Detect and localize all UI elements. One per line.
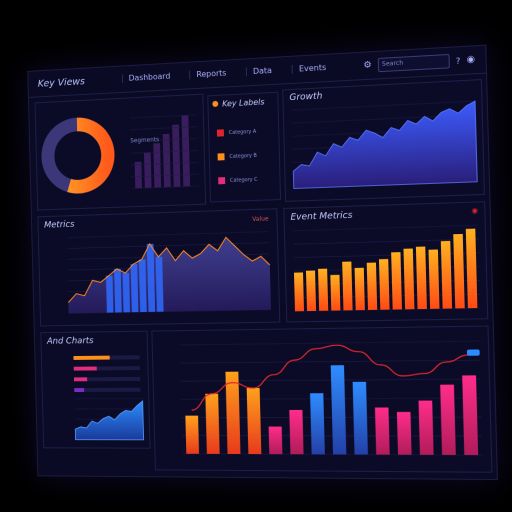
event-metrics-panel: Event Metrics ◉ xyxy=(283,201,488,322)
menu-item-dashboard[interactable]: Dashboard xyxy=(122,71,176,83)
combo-bar xyxy=(185,416,199,454)
top-right-tools: ⚙ Search ? ◉ xyxy=(363,52,475,73)
combo-bar-line-chart xyxy=(152,327,491,472)
legend-label-c: Category C xyxy=(230,176,258,183)
legend-panel: Key Labels Category A Category B Categor… xyxy=(207,92,281,203)
event-metrics-bar xyxy=(342,262,352,311)
metrics-legend-label: Value xyxy=(252,216,269,224)
legend-label-b: Category B xyxy=(229,152,257,159)
legend-label-a: Category A xyxy=(229,128,257,135)
app-title: Key Views xyxy=(38,76,85,89)
hbar xyxy=(74,377,87,381)
combo-gridline xyxy=(181,398,481,399)
menu-item-reports[interactable]: Reports xyxy=(189,68,232,79)
metrics-highlight-bar xyxy=(122,273,130,312)
event-metrics-bar xyxy=(403,249,414,310)
hbar xyxy=(73,356,109,360)
and-charts-graphics xyxy=(41,332,149,448)
donut-legend-label: Segments xyxy=(130,136,159,144)
legend-item-b: Category B xyxy=(218,152,257,161)
event-metrics-bar xyxy=(466,229,478,309)
metrics-gridline xyxy=(67,243,269,249)
metrics-highlight-bar xyxy=(155,257,163,312)
combo-bar xyxy=(205,394,219,454)
search-input[interactable]: Search xyxy=(378,54,450,72)
combo-bar xyxy=(440,385,456,455)
legend-swatch-b xyxy=(218,153,225,160)
event-metrics-gridline xyxy=(293,239,479,244)
event-metrics-bar xyxy=(428,249,439,308)
growth-panel: Growth xyxy=(282,79,485,202)
metrics-gridline xyxy=(67,232,269,238)
user-icon[interactable]: ◉ xyxy=(467,55,476,66)
combo-bar xyxy=(310,393,325,454)
event-metrics-bar xyxy=(294,272,304,311)
growth-gridline xyxy=(292,101,475,110)
event-metrics-bar xyxy=(306,271,316,312)
event-metrics-bar xyxy=(367,263,377,310)
menu-item-data[interactable]: Data xyxy=(246,66,278,77)
combo-chart-badge[interactable] xyxy=(467,349,480,355)
metrics-highlight-bar xyxy=(131,264,139,312)
event-metrics-bar xyxy=(416,247,427,310)
combo-gridline xyxy=(180,341,480,345)
event-metrics-menu-icon[interactable]: ◉ xyxy=(471,207,478,215)
event-metrics-bar xyxy=(441,241,452,309)
legend-item-c: Category C xyxy=(218,176,257,184)
combo-bar xyxy=(331,365,347,454)
event-metrics-bar xyxy=(391,252,402,309)
combo-bar xyxy=(247,388,262,454)
metrics-highlight-bar xyxy=(106,276,114,313)
combo-bar xyxy=(375,407,390,454)
growth-title: Growth xyxy=(289,91,322,103)
growth-area xyxy=(292,101,477,188)
metrics-title: Metrics xyxy=(44,220,75,231)
small-bar xyxy=(163,134,171,188)
hbar xyxy=(74,367,97,371)
metrics-highlight-bar xyxy=(139,259,147,312)
event-metrics-bar xyxy=(379,259,390,310)
dashboard-window: Key Views Dashboard Reports Data Events … xyxy=(27,45,498,480)
hbar-track xyxy=(74,388,140,392)
combo-bar xyxy=(353,382,368,455)
settings-icon[interactable]: ⚙ xyxy=(363,60,372,71)
combo-gridline xyxy=(180,360,480,363)
combo-chart-panel xyxy=(151,325,492,472)
small-bar xyxy=(153,143,161,188)
hbar xyxy=(74,388,84,392)
legend-icon xyxy=(212,101,218,107)
combo-gridline xyxy=(182,454,482,455)
help-icon[interactable]: ? xyxy=(456,56,461,66)
combo-bar xyxy=(462,375,478,455)
and-charts-title: And Charts xyxy=(47,336,94,346)
event-metrics-bar xyxy=(318,269,328,311)
legend-swatch-c xyxy=(218,177,225,184)
metrics-highlight-bar xyxy=(114,269,122,313)
top-menu: Dashboard Reports Data Events xyxy=(122,63,332,84)
event-metrics-gridline xyxy=(294,253,480,258)
combo-bar xyxy=(269,427,283,455)
event-metrics-bar xyxy=(355,268,365,310)
combo-bar xyxy=(289,410,303,454)
small-bar xyxy=(172,125,180,187)
and-charts-panel: And Charts xyxy=(40,331,150,449)
event-metrics-bar xyxy=(453,234,464,309)
menu-item-events[interactable]: Events xyxy=(292,63,333,74)
and-charts-area xyxy=(75,401,144,440)
event-metrics-bar xyxy=(330,275,340,311)
combo-bar xyxy=(419,401,434,455)
combo-gridline xyxy=(181,379,481,381)
metrics-panel: Metrics Value xyxy=(37,208,280,326)
event-metrics-title: Event Metrics xyxy=(290,211,352,223)
legend-item-a: Category A xyxy=(217,128,256,137)
small-bar xyxy=(135,162,142,189)
combo-bar xyxy=(397,412,412,455)
small-bar xyxy=(144,152,152,188)
donut-panel: Segments xyxy=(35,94,207,211)
legend-panel-title: Key Labels xyxy=(222,97,265,108)
donut-chart xyxy=(35,95,205,210)
event-metrics-gridline xyxy=(293,225,478,231)
legend-swatch-a xyxy=(217,129,224,136)
